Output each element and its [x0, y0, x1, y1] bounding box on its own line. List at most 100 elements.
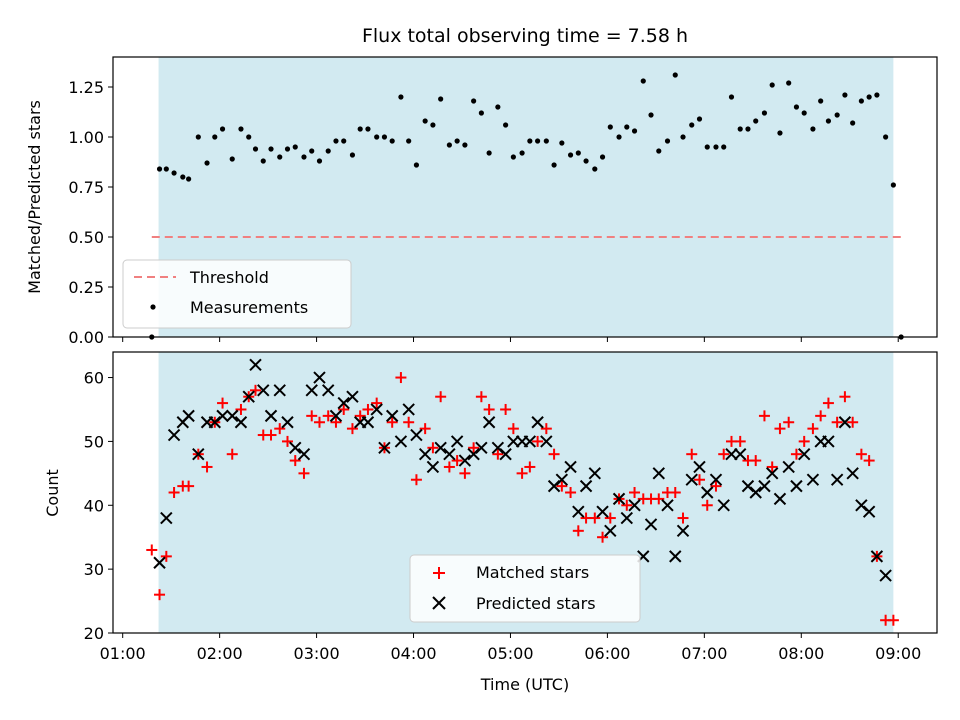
predicted-star-point: [370, 403, 383, 416]
predicted-star-point: [540, 435, 553, 448]
predicted-star-point: [443, 447, 456, 461]
matched-star-point: [281, 435, 293, 447]
matched-star-point: [556, 480, 568, 492]
measurement-point: [486, 150, 492, 156]
measurement-point: [341, 138, 347, 144]
matched-star-point: [500, 403, 512, 415]
measurement-point: [721, 144, 727, 150]
legend-matched-label: Matched stars: [476, 563, 589, 582]
matched-star-point: [532, 435, 544, 447]
predicted-star-point: [297, 447, 311, 461]
predicted-star-point: [596, 505, 609, 518]
measurement-point: [883, 134, 889, 140]
top-y-tick-label: 0.00: [68, 328, 104, 347]
measurement-point: [316, 158, 323, 164]
matched-star-point: [475, 391, 487, 403]
predicted-star-point: [604, 524, 617, 538]
predicted-star-point: [234, 416, 248, 429]
predicted-star-point: [475, 441, 488, 455]
predicted-star-point: [394, 435, 408, 448]
predicted-star-point: [242, 390, 255, 403]
predicted-star-point: [572, 505, 585, 518]
matched-star-point: [410, 474, 422, 486]
matched-star-point: [451, 455, 463, 467]
measurement-point: [631, 128, 638, 134]
matched-star-point: [589, 512, 601, 524]
matched-star-point: [863, 455, 875, 467]
matched-star-point: [790, 448, 802, 460]
measurement-point: [648, 112, 654, 118]
matched-star-point: [677, 512, 689, 524]
predicted-star-point: [458, 454, 472, 467]
matched-star-point: [403, 416, 415, 428]
top-y-ticks: 0.00 0.25 0.50 0.75 1.00 1.25: [68, 78, 113, 347]
predicted-star-point: [758, 479, 771, 493]
measurement-point: [471, 98, 477, 104]
measurement-point: [656, 148, 662, 154]
legend-measurements-label: Measurements: [190, 298, 308, 317]
predicted-star-point: [862, 505, 876, 518]
predicted-star-point: [652, 467, 665, 480]
matched-star-point: [459, 467, 471, 479]
measurement-point: [551, 162, 557, 168]
matched-star-point: [710, 480, 722, 492]
legend-matched-swatch: [433, 567, 445, 579]
measurement-point: [559, 140, 565, 146]
matched-star-point: [604, 512, 616, 524]
bottom-x-tick-label: 07:00: [681, 644, 727, 663]
predicted-star-point: [806, 473, 820, 486]
predicted-star-point: [676, 524, 690, 538]
matched-star-point: [435, 391, 447, 403]
measurement-point: [212, 134, 218, 140]
top-legend-box: [122, 259, 352, 329]
matched-star-point: [313, 416, 325, 428]
measurement-point: [446, 142, 452, 148]
measurement-point: [389, 138, 395, 144]
bottom-x-tick-label: 09:00: [875, 644, 921, 663]
matched-star-point: [701, 499, 713, 511]
top-y-tick-label: 0.75: [68, 178, 104, 197]
legend-measurements-swatch: [150, 304, 156, 310]
top-x-ticks: [122, 337, 899, 342]
predicted-star-point: [765, 467, 779, 480]
matched-star-point: [443, 461, 455, 473]
matched-star-point: [235, 403, 247, 415]
matched-star-point: [226, 448, 238, 460]
predicted-star-point: [709, 473, 723, 486]
matched-star-point: [798, 435, 810, 447]
predicted-star-point: [337, 396, 350, 410]
matched-star-point: [516, 467, 528, 479]
bottom-x-tick-label: 03:00: [294, 644, 340, 663]
bottom-x-tick-label: 05:00: [487, 644, 533, 663]
bottom-legend-box: [409, 554, 641, 623]
measurement-point: [810, 126, 816, 132]
predicted-star-point: [322, 384, 335, 397]
matched-star-point: [572, 525, 584, 537]
measurement-point: [349, 152, 356, 158]
predicted-star-point: [870, 550, 884, 563]
legend-predicted-swatch: [432, 596, 446, 610]
bottom-y-tick-label: 50: [84, 432, 104, 451]
matched-star-point: [783, 416, 795, 428]
measurement-point: [268, 146, 274, 152]
matched-star-point: [686, 448, 698, 460]
predicted-star-point: [249, 358, 262, 371]
measurement-point: [398, 94, 404, 100]
bottom-panel: 20 30 40 50 60 01:00 02:00 03:00 04:00 05:00 06:0…: [43, 351, 938, 694]
bottom-legend: Matched stars Predicted stars: [409, 554, 641, 623]
measurement-point: [761, 110, 768, 116]
measurement-point: [801, 110, 807, 116]
predicted-star-point: [564, 460, 577, 474]
measurement-point: [664, 138, 671, 144]
matched-star-point: [831, 416, 843, 428]
matched-star-point: [338, 403, 350, 415]
predicted-star-point: [717, 499, 730, 512]
matched-star-point: [386, 416, 398, 428]
measurement-point: [219, 126, 226, 132]
matched-star-point: [395, 372, 407, 384]
matched-star-point: [766, 461, 778, 473]
matched-star-point: [201, 461, 213, 473]
measurement-point: [890, 182, 896, 188]
bottom-x-tick-label: 04:00: [390, 644, 436, 663]
predicted-star-point: [879, 569, 892, 582]
